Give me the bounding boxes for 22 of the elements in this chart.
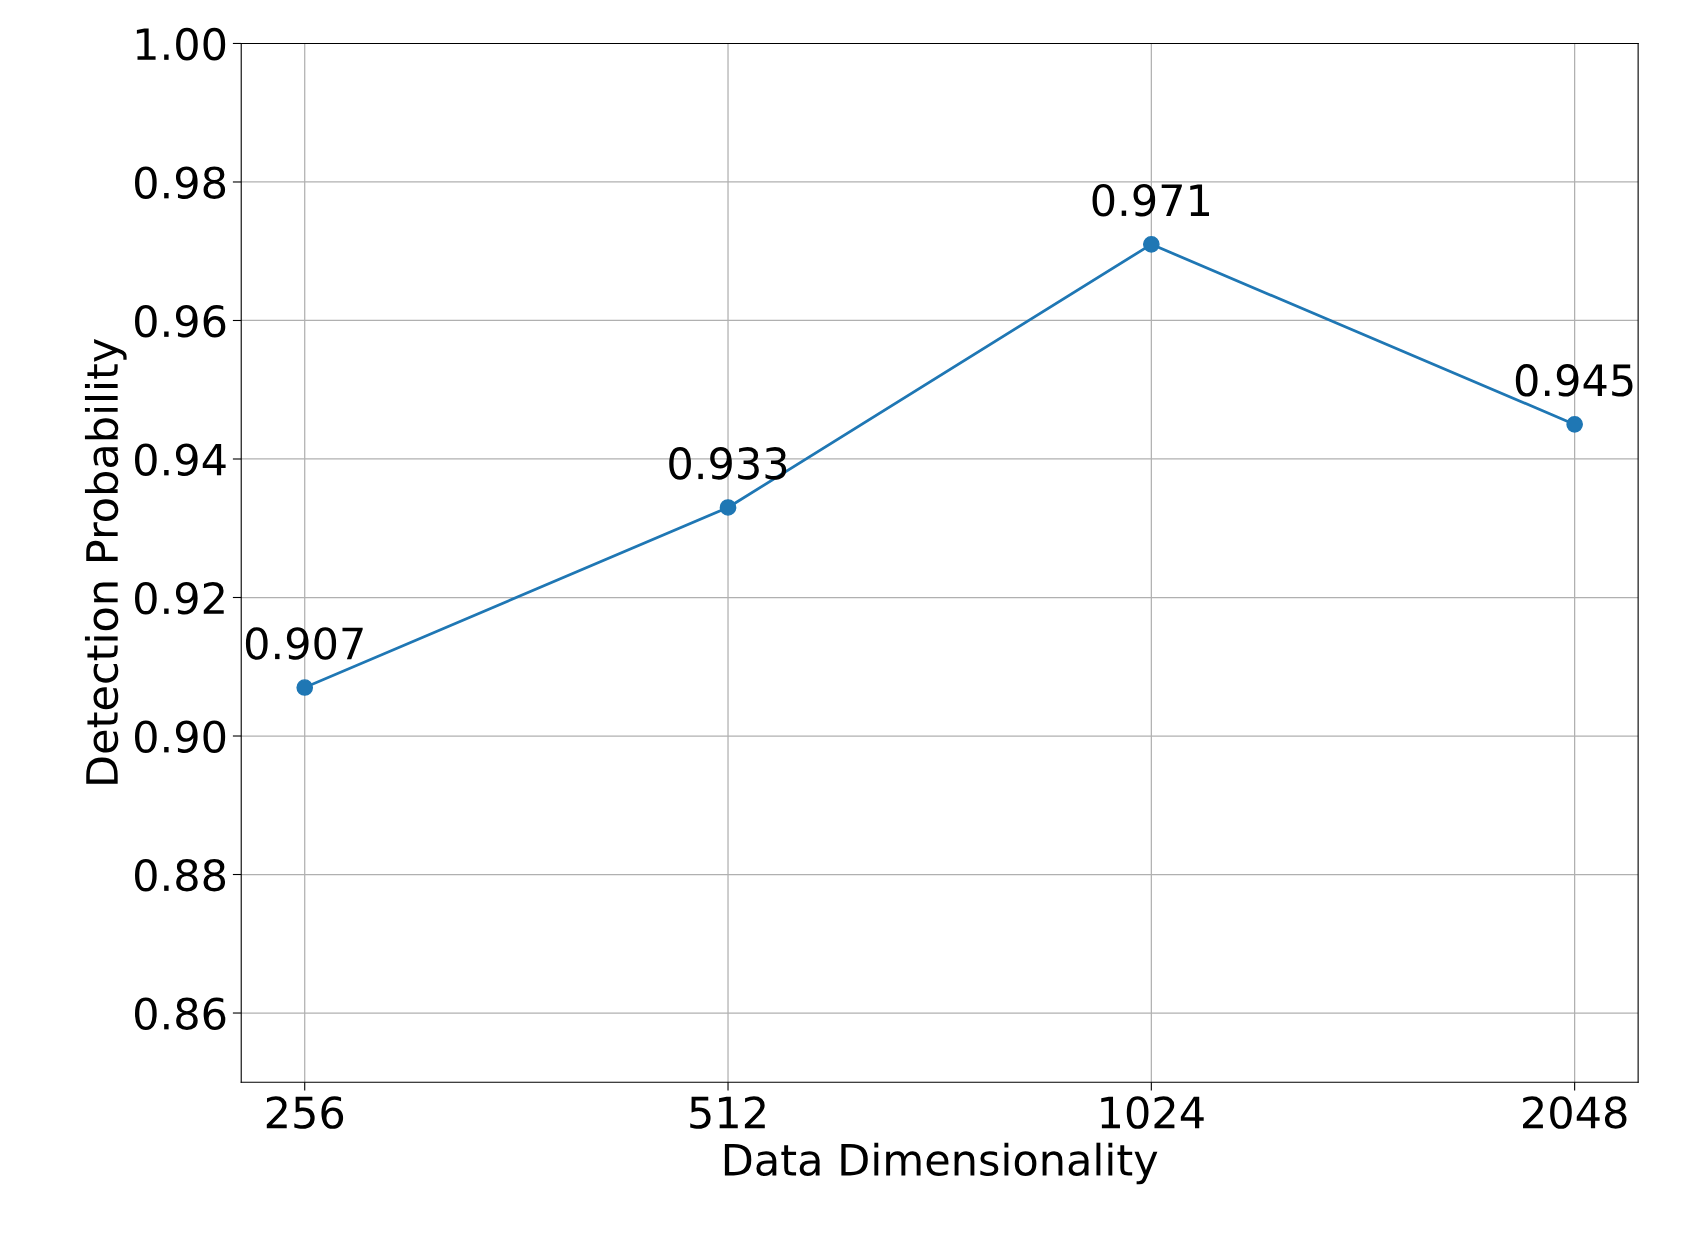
y-tick-label: 0.90 [135,720,226,753]
x-tick-label: 2048 [1523,1096,1627,1129]
data-label: 0.933 [669,447,787,480]
y-tick-label: 0.98 [135,166,226,199]
x-axis-title: Data Dimensionality [724,1142,1158,1185]
data-label: 0.945 [1515,364,1633,397]
y-axis-title: Detection Probability [84,338,127,784]
point [719,499,737,516]
point [296,679,314,696]
x-tick-label: 1024 [1101,1096,1204,1129]
x-tick-label: 512 [690,1096,765,1129]
point [1566,416,1583,433]
x-tick-label: 256 [266,1096,344,1129]
data-label: 0.971 [1092,183,1209,217]
data-label: 0.907 [245,627,363,660]
y-tick-label: 1.00 [136,27,226,61]
y-tick-label: 0.94 [135,443,226,476]
y-tick-label: 0.86 [135,997,226,1030]
y-tick-label: 0.92 [135,581,224,615]
y-tick-label: 0.96 [135,304,226,338]
point [1142,235,1160,253]
y-tick-label: 0.88 [135,858,226,892]
